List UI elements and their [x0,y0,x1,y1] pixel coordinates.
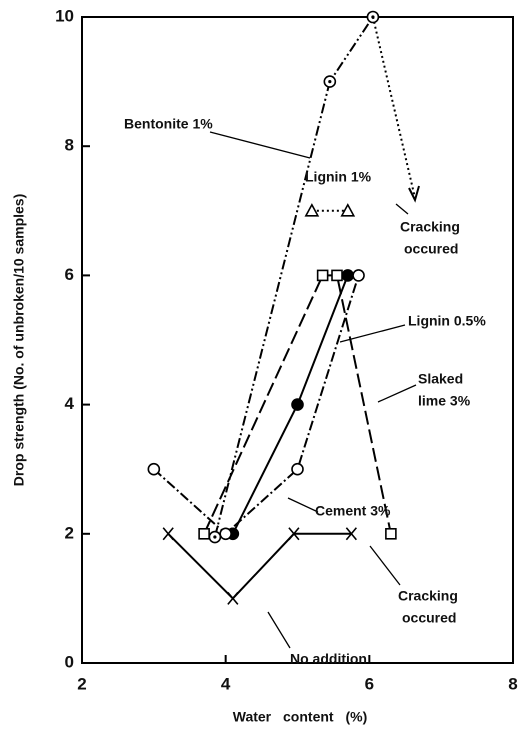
series-label-line: lime 3% [418,393,471,409]
marker [385,527,397,540]
series-label-line: Slaked [418,371,463,387]
marker [341,269,355,282]
x-tick-label: 4 [221,674,231,693]
marker [291,398,304,411]
leader-line [377,384,417,403]
marker [162,527,174,541]
series-label: Lignin 1% [305,169,372,185]
marker [304,203,320,217]
arrow-head [408,185,420,203]
x-tick-label: 6 [365,674,374,693]
annotation: Cracking [398,588,458,604]
y-tick-label: 0 [65,652,74,671]
y-tick-label: 2 [65,523,74,542]
annotation: occured [404,241,458,257]
x-axis-title: Water content (%) [233,709,367,725]
x-tick-label: 2 [77,674,86,693]
y-tick-label: 10 [55,6,74,25]
plot-frame [81,16,514,664]
series-line [231,275,349,535]
marker [331,269,343,282]
marker [340,203,356,217]
y-tick-label: 6 [65,265,74,284]
y-tick-label: 4 [65,394,75,413]
series-label: Lignin 0.5% [408,313,486,329]
series-label: Cement 3% [315,503,391,519]
marker [288,527,300,541]
leader-line [395,203,409,215]
series-line [153,275,360,536]
marker [345,527,357,541]
marker [316,269,329,282]
marker-dot [328,80,332,84]
series-label: Bentonite 1% [124,116,213,132]
marker [198,527,210,540]
marker [219,527,232,541]
marker [227,591,239,605]
marker [352,269,365,282]
series-line [167,532,352,600]
marker-dot [213,535,217,539]
marker [147,462,161,476]
leader-line [369,545,401,586]
marker [291,462,304,476]
y-tick-label: 8 [65,136,74,155]
x-tick-label: 8 [508,674,517,693]
leader-line [209,131,311,159]
annotation: occured [402,610,456,626]
leader-line [287,497,319,513]
leader-line [267,611,291,649]
y-axis-title: Drop strength (No. of unbroken/10 sample… [11,194,27,486]
annotation: Cracking [400,219,460,235]
series-line [203,274,392,535]
crack-arrow [371,16,416,199]
series-label: No addition [290,651,367,667]
